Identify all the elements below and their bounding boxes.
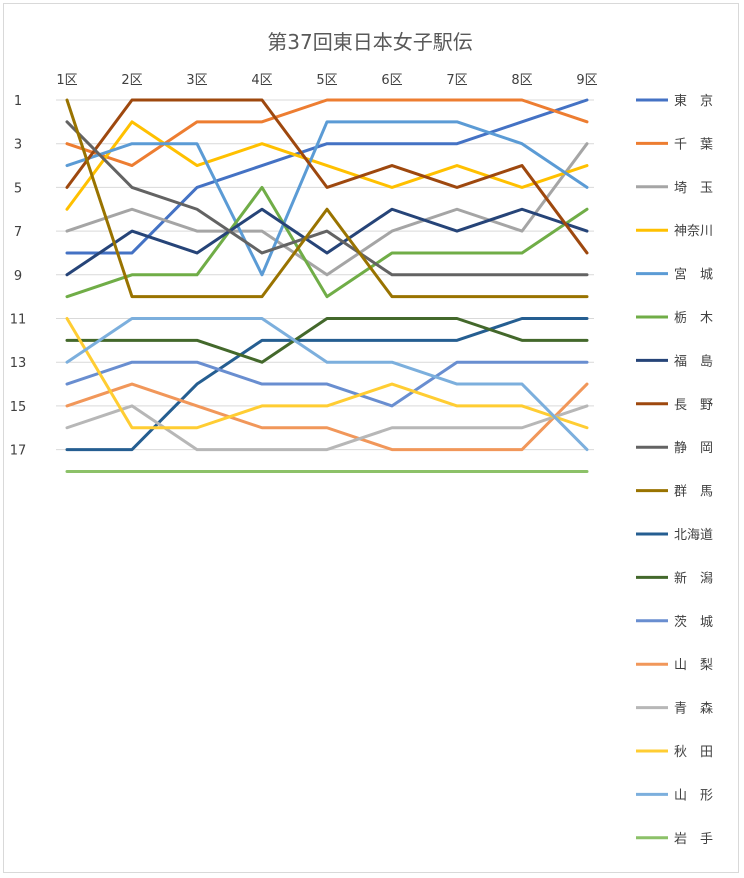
- series-line: [65, 360, 589, 408]
- y-tick-label: 7: [14, 225, 22, 240]
- series-lines: [65, 98, 589, 473]
- x-category-label: 5区: [316, 73, 337, 88]
- series-line: [65, 98, 589, 255]
- legend-entry: 岩 手: [674, 832, 713, 847]
- x-category-label: 3区: [186, 73, 207, 88]
- series-line: [65, 120, 589, 211]
- legend-entry: 秋 田: [674, 745, 713, 760]
- x-category-label: 8区: [511, 73, 532, 88]
- x-category-label: 9区: [576, 73, 597, 88]
- series-line: [65, 142, 589, 277]
- x-category-label: 4区: [251, 73, 272, 88]
- series-line: [65, 120, 589, 277]
- y-tick-label: 17: [10, 444, 27, 459]
- series-line: [65, 404, 589, 452]
- series-line: [65, 317, 589, 364]
- legend-entry: 長 野: [674, 398, 713, 413]
- legend-entry: 東 京: [674, 93, 713, 109]
- legend-entry: 千 葉: [674, 137, 713, 152]
- series-line: [65, 317, 589, 430]
- legend-entry: 福 島: [674, 354, 713, 369]
- x-category-label: 6区: [381, 73, 402, 88]
- y-tick-label: 13: [10, 356, 27, 371]
- y-tick-label: 1: [14, 94, 22, 109]
- y-tick-label: 3: [14, 138, 22, 153]
- y-tick-label: 15: [10, 400, 27, 415]
- legend-entry: 北海道: [674, 528, 713, 543]
- legend-entry: 群 馬: [674, 485, 713, 500]
- series-line: [65, 98, 589, 168]
- rank-line-chart: 第37回東日本女子駅伝 1区 2区 3区 4区 5区 6区 7区 8区 9区 135791113…: [10, 30, 713, 847]
- legend-entry: 静 岡: [674, 441, 713, 456]
- legend-entry: 山 形: [674, 788, 713, 803]
- legend-entry: 神奈川: [674, 224, 713, 239]
- y-tick-label: 11: [10, 313, 27, 328]
- legend-entry: 宮 城: [674, 267, 713, 283]
- x-axis-labels: 1区 2区 3区 4区 5区 6区 7区 8区 9区: [56, 73, 597, 88]
- series-line: [65, 98, 589, 299]
- legend-entry: 茨 城: [674, 615, 713, 630]
- series-line: [65, 382, 589, 452]
- series-line: [65, 207, 589, 277]
- legend-entry: 山 梨: [674, 658, 713, 673]
- series-line: [65, 185, 589, 299]
- series-line: [65, 98, 589, 255]
- legend-entry: 栃 木: [674, 311, 713, 326]
- legend-entry: 埼 玉: [674, 181, 713, 196]
- legend-entry: 青 森: [674, 702, 713, 717]
- y-tick-label: 9: [14, 269, 22, 284]
- y-tick-label: 5: [14, 181, 22, 196]
- x-category-label: 7区: [446, 73, 467, 88]
- x-category-label: 2区: [121, 73, 142, 88]
- series-line: [65, 120, 589, 277]
- legend-entry: 新 潟: [674, 570, 713, 586]
- chart-title: 第37回東日本女子駅伝: [267, 30, 472, 54]
- series-line: [65, 317, 589, 452]
- chart-frame: 第37回東日本女子駅伝 1区 2区 3区 4区 5区 6区 7区 8区 9区 1 3 5 7 9 11 13…: [3, 3, 739, 873]
- x-category-label: 1区: [56, 73, 77, 88]
